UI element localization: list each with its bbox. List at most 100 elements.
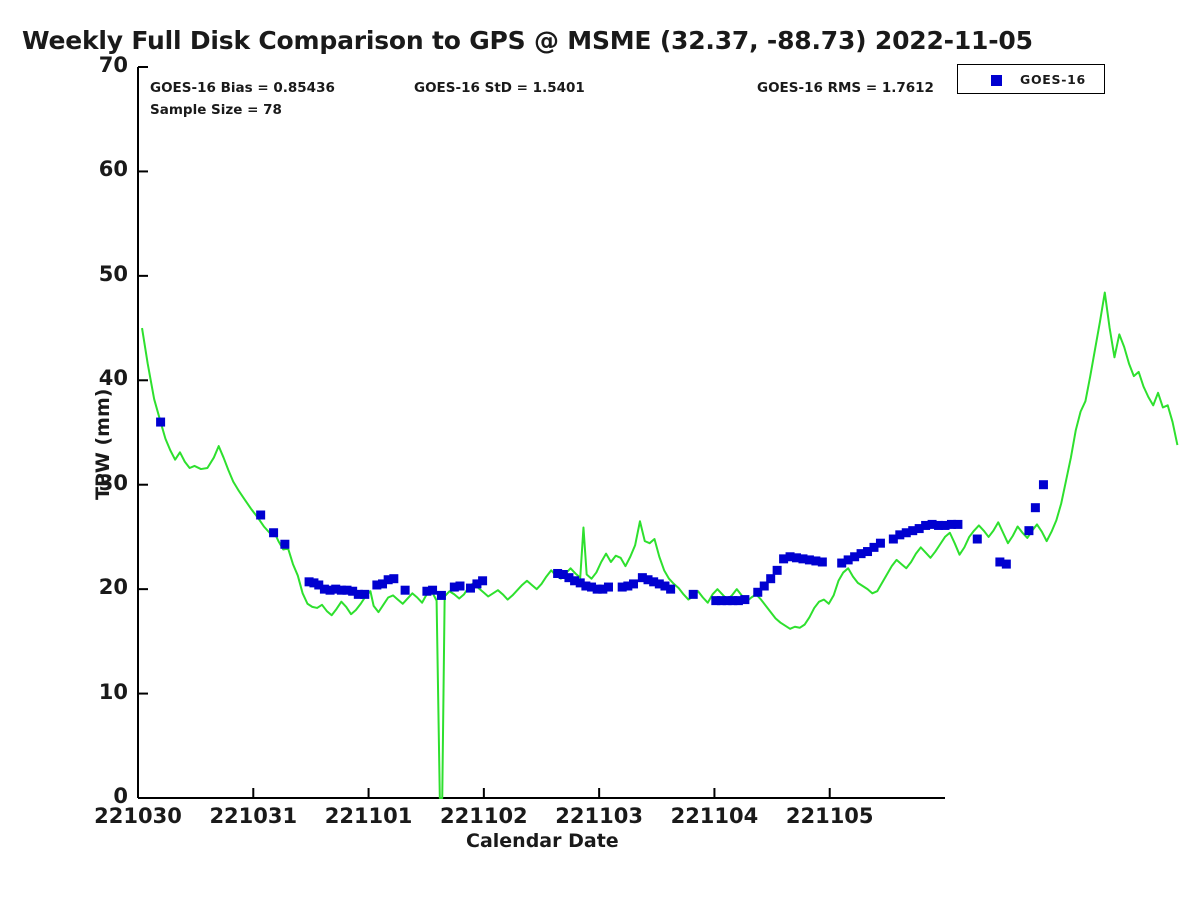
data-point-marker xyxy=(156,417,166,427)
data-point-marker xyxy=(629,579,638,589)
stat-bias: GOES-16 Bias = 0.85436 xyxy=(150,80,335,96)
gps-line-series xyxy=(141,291,1179,799)
data-point-marker xyxy=(643,575,653,585)
goes16-marker-series xyxy=(156,417,1048,606)
data-point-marker xyxy=(269,528,279,538)
x-axis-ticks xyxy=(137,788,831,798)
data-point-marker xyxy=(722,596,732,606)
data-point-marker xyxy=(759,581,769,591)
data-point-marker xyxy=(383,575,393,585)
data-point-marker xyxy=(1038,480,1048,490)
data-point-marker xyxy=(995,557,1005,567)
data-point-marker xyxy=(256,510,266,520)
data-point-marker xyxy=(688,589,698,599)
legend[interactable]: GOES-16 xyxy=(957,64,1105,94)
x-tick-label: 221102 xyxy=(440,804,528,828)
data-point-marker xyxy=(716,596,726,606)
data-point-marker xyxy=(953,519,963,529)
data-point-marker xyxy=(785,552,795,562)
data-point-marker xyxy=(649,577,659,587)
data-point-marker xyxy=(946,519,956,529)
data-point-marker xyxy=(728,596,738,606)
data-point-marker xyxy=(850,552,860,562)
data-point-marker xyxy=(837,558,847,568)
data-point-marker xyxy=(570,576,580,586)
data-point-marker xyxy=(331,584,341,594)
data-point-marker xyxy=(711,596,721,606)
data-point-marker xyxy=(888,534,898,544)
data-point-marker xyxy=(972,534,982,544)
data-point-marker xyxy=(637,573,647,583)
x-tick-label: 221101 xyxy=(324,804,413,828)
axis-lines xyxy=(137,67,945,799)
data-point-marker xyxy=(927,519,937,529)
data-point-marker xyxy=(449,582,459,592)
data-point-marker xyxy=(587,582,597,592)
data-point-marker xyxy=(623,581,633,591)
data-point-marker xyxy=(804,555,814,565)
data-point-marker xyxy=(766,574,776,584)
data-point-marker xyxy=(564,573,574,583)
data-point-marker xyxy=(436,590,446,600)
data-point-marker xyxy=(740,595,750,605)
data-point-marker xyxy=(817,557,827,567)
data-point-marker xyxy=(1030,503,1040,513)
x-tick-label: 221105 xyxy=(785,804,874,828)
data-point-marker xyxy=(353,589,363,599)
stat-sample-size: Sample Size = 78 xyxy=(150,102,282,118)
data-point-marker xyxy=(875,538,885,548)
data-point-marker xyxy=(280,539,290,549)
data-point-marker xyxy=(934,520,944,530)
data-point-marker xyxy=(389,574,399,584)
data-point-marker xyxy=(360,589,370,599)
data-point-marker xyxy=(455,581,465,591)
data-point-marker xyxy=(553,568,563,578)
x-tick-label: 221030 xyxy=(94,804,182,828)
y-axis-title: TPW (mm) xyxy=(92,388,114,500)
data-point-marker xyxy=(372,580,382,590)
data-point-marker xyxy=(1024,526,1034,536)
data-point-marker xyxy=(914,524,924,534)
data-point-marker xyxy=(575,578,585,588)
data-point-marker xyxy=(901,528,911,538)
data-point-marker xyxy=(378,579,388,589)
data-point-marker xyxy=(428,585,438,595)
data-point-marker xyxy=(325,585,335,595)
data-point-marker xyxy=(472,579,482,589)
x-tick-label: 221104 xyxy=(670,804,759,828)
data-point-marker xyxy=(792,553,802,563)
data-point-marker xyxy=(319,584,329,594)
gps-line xyxy=(141,291,1179,799)
legend-label-goes16: GOES-16 xyxy=(1020,72,1086,87)
data-point-marker xyxy=(558,570,568,580)
y-tick-label: 20 xyxy=(98,575,128,600)
data-point-marker xyxy=(772,565,782,575)
data-point-marker xyxy=(309,578,319,588)
data-point-marker xyxy=(733,596,743,606)
data-point-marker xyxy=(666,584,676,594)
data-point-marker xyxy=(660,581,670,591)
data-point-marker xyxy=(654,579,664,589)
data-point-marker xyxy=(753,587,763,597)
data-point-marker xyxy=(422,586,432,596)
data-point-marker xyxy=(863,547,873,557)
y-axis-ticks xyxy=(138,66,148,799)
stat-rms: GOES-16 RMS = 1.7612 xyxy=(757,80,934,96)
y-tick-label: 0 xyxy=(113,784,128,808)
legend-swatch-goes16 xyxy=(991,75,1002,86)
data-point-marker xyxy=(843,555,853,565)
data-point-marker xyxy=(811,556,821,566)
data-point-marker xyxy=(779,554,789,564)
data-point-marker xyxy=(342,585,352,595)
data-point-marker xyxy=(895,530,905,540)
stat-std: GOES-16 StD = 1.5401 xyxy=(414,80,585,96)
data-point-marker xyxy=(348,586,358,596)
data-point-marker xyxy=(304,577,314,587)
data-point-marker xyxy=(400,585,410,595)
x-tick-label: 221103 xyxy=(555,804,643,828)
data-point-marker xyxy=(336,585,346,595)
data-point-marker xyxy=(314,580,324,590)
data-point-marker xyxy=(592,584,602,594)
